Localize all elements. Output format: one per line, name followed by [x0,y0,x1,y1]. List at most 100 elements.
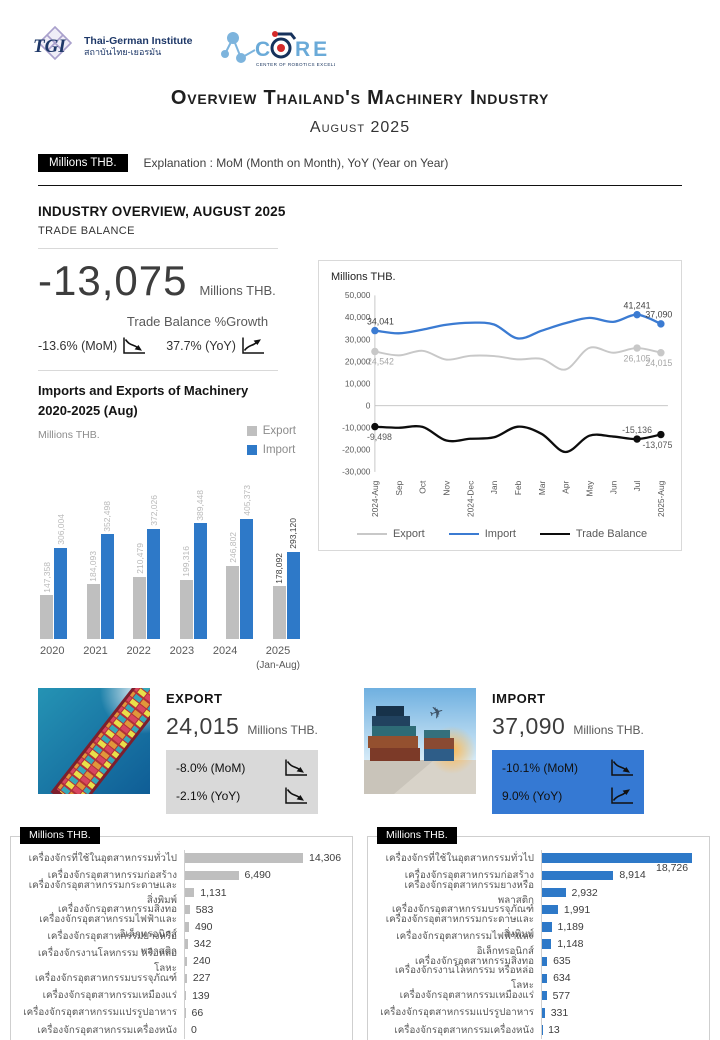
core-logo: C RE CENTER OF ROBOTICS EXCELLENCE [219,26,350,75]
import-legend-label: Import [262,444,296,457]
category-bar [542,870,614,881]
cards-row: EXPORT 24,015 Millions THB. -8.0% (MoM) … [38,687,682,814]
category-bar [185,922,189,932]
import-title: IMPORT [492,690,546,706]
import-breakdown-unit-badge: Millions THB. [377,826,457,844]
trend-legend-export: Export [356,528,425,540]
trend-column: Millions THB. 50,000 40,000 30,000 20,000 10… [318,196,682,672]
export-legend-swatch [246,426,257,437]
export-title: EXPORT [166,690,223,706]
header-logos: TGI Thai-German Institute สถาบันไทย-เยอร… [32,26,720,75]
bar-value: 635 [553,955,571,968]
category-label: เครื่องจักรอุตสาหกรรมเหมืองแร่ [19,987,185,1005]
import-containers-image: ✈ [364,687,476,794]
bar-row: เครื่องจักรอุตสาหกรรมเหมืองแร่ 577 [376,987,703,1005]
category-label: เครื่องจักรอุตสาหกรรมไฟฟ้าและอิเล็กทรอนิ… [19,914,185,940]
category-bar [185,939,188,949]
svg-text:50,000: 50,000 [345,290,371,300]
export-ship-image [38,687,150,794]
export-legend-label: Export [262,425,296,438]
bar-value: 583 [195,903,214,916]
bar-row: เครื่องจักรอุตสาหกรรมยางหรือพลาสติก 2,932 [376,880,703,906]
bar-row: เครื่องจักรอุตสาหกรรมเครื่องหนัง 13 [376,1021,703,1039]
legend-import: Import [246,444,296,457]
page-title: Overview Thailand's Machinery Industry [170,87,550,109]
category-label: เครื่องจักรอุตสาหกรรมก่อสร้าง [376,866,542,884]
divider [38,370,278,371]
svg-text:37,090: 37,090 [645,310,672,320]
mom-growth-label: -13.6% (MoM) [38,339,118,353]
svg-text:-10,000: -10,000 [342,423,371,433]
category-bar [542,973,548,984]
svg-text:RE: RE [295,38,330,61]
svg-text:30,000: 30,000 [345,334,371,344]
legend-label: Import [484,528,516,541]
svg-text:24,542: 24,542 [367,357,394,367]
tgi-logo: TGI Thai-German Institute สถาบันไทย-เยอร… [32,26,193,66]
svg-text:2024-Aug: 2024-Aug [370,480,380,517]
bar-value-label: 210,479 [134,542,145,574]
category-bar [542,904,558,915]
svg-text:-9,498: -9,498 [367,432,392,442]
yoy-growth-label: 37.7% (YoY) [166,339,236,353]
import-mom-row: -10.1% (MoM) [502,758,634,778]
trade-balance-value: -13,075 [38,257,188,304]
yearly-chart-title: Imports and Exports of Machinery 2020-20… [38,381,302,421]
growth-row: -13.6% (MoM) 37.7% (YoY) [38,336,302,356]
tgi-logo-mark: TGI [33,26,73,61]
import-bar [286,551,300,640]
category-label: เครื่องจักรอุตสาหกรรมสิ่งทอ [376,952,542,970]
bar-value-label: 184,093 [88,550,99,582]
x-axis-label: 2020 [40,645,65,658]
bar-value: 8,914 [619,869,646,882]
bar-value-label: 306,004 [55,514,66,546]
category-bar [185,1008,186,1018]
svg-text:Jun: Jun [608,480,618,494]
year-group-2025: 178,092 293,120 [272,518,300,640]
bar-value: 6,490 [244,869,271,882]
bar-value-label: 372,026 [148,494,159,526]
category-label: เครื่องจักรที่ใช้ในอุตสาหกรรมทั่วไป [19,849,185,867]
category-bar [542,853,692,863]
svg-text:2025-Aug: 2025-Aug [656,480,666,517]
bar-row: เครื่องจักรอุตสาหกรรมยางหรือพลาสติก 342 [19,931,346,957]
import-value: 37,090 [492,712,566,739]
export-bar [40,595,53,640]
bar-row: เครื่องจักรอุตสาหกรรมไฟฟ้าและอิเล็กทรอนิ… [376,931,703,957]
year-group-2020: 147,358 306,004 [40,514,67,640]
category-bar [185,870,239,881]
divider [38,248,278,249]
bar-value: 240 [193,955,211,968]
category-bar [185,956,187,967]
svg-text:-15,136: -15,136 [622,425,652,435]
export-value: 24,015 [166,712,240,739]
bar-row: เครื่องจักรอุตสาหกรรมเหมืองแร่ 139 [19,987,346,1005]
import-legend-swatch [246,445,257,456]
export-yoy-row: -2.1% (YoY) [176,786,308,806]
svg-text:Oct: Oct [418,480,428,494]
export-unit: Millions THB. [247,722,318,737]
bar-value: 331 [550,1006,569,1019]
import-mom-label: -10.1% (MoM) [502,760,579,775]
category-label: เครื่องจักรอุตสาหกรรมบรรจุภัณฑ์ [376,901,542,919]
bar-value: 66 [191,1006,204,1019]
import-card: ✈ IMPORT 37,090 Millions THB. -10.1% (Mo… [364,687,682,814]
legend-export: Export [246,425,296,438]
bar-value-label: 352,498 [102,500,113,532]
export-breakdown-panel: Millions THB. เครื่องจักรที่ใช้ในอุตสาหก… [10,826,353,1040]
yearly-bar-chart: 147,358 306,004 184,093 352,498 210,479 372,0… [38,471,302,640]
category-label: เครื่องจักรที่ใช้ในอุตสาหกรรมทั่วไป [376,849,542,867]
bar-row: เครื่องจักรงานโลหกรรม หรือหล่อโลหะ 634 [376,965,703,991]
mom-trend-icon [120,336,146,356]
bar-value: 1,148 [557,938,584,951]
bar-row: เครื่องจักรอุตสาหกรรมเครื่องหนัง 0 [19,1021,346,1039]
export-bar [272,586,286,640]
year-group-2023: 199,316 389,448 [179,490,207,640]
bar-row: เครื่องจักรอุตสาหกรรมกระดาษและสิ่งพิมพ์ 1… [376,914,703,940]
category-label: เครื่องจักรงานโลหกรรม หรือหล่อโลหะ [376,965,542,991]
unit-row: Millions THB. Explanation : MoM (Month o… [38,154,682,172]
export-yoy-trend-icon [282,786,308,806]
bar-value: 14,306 [309,852,342,865]
tgi-name-en: Thai-German Institute [84,34,193,47]
bar-value: 227 [192,972,211,985]
